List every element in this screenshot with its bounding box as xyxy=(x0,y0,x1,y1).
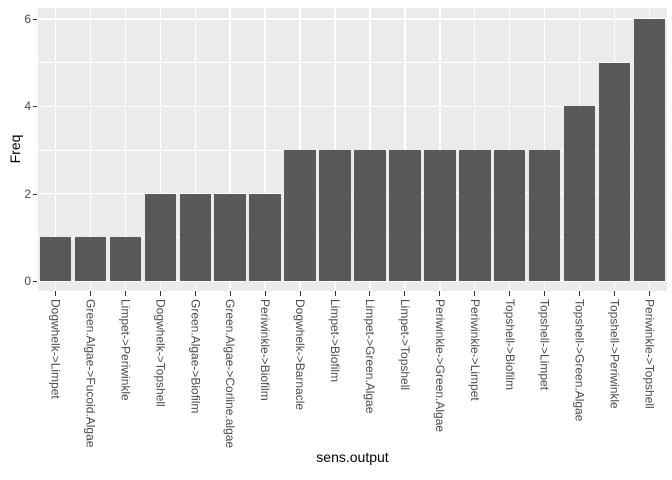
bar xyxy=(284,150,316,281)
x-tick-label: Limpet->Topshell xyxy=(397,299,412,391)
gridline-vertical xyxy=(124,8,127,291)
x-tick-label: Periwinkle->Biofilm xyxy=(258,299,273,401)
x-tick-label: Dogwhelk->Barnacle xyxy=(293,299,308,411)
x-tick-mark xyxy=(89,291,91,296)
x-tick-label: Topshell->Limpet xyxy=(537,299,552,391)
x-tick-mark xyxy=(159,291,161,296)
x-tick-mark xyxy=(439,291,441,296)
x-tick-label: Limpet->Green.Algae xyxy=(362,299,377,414)
x-tick-label: Periwinkle->Topshell xyxy=(642,299,657,409)
plot-panel xyxy=(38,8,667,291)
x-tick-mark xyxy=(264,291,266,296)
x-tick-mark xyxy=(579,291,581,296)
y-tick-mark xyxy=(33,193,37,195)
bar xyxy=(633,19,666,281)
y-tick-mark xyxy=(33,281,37,282)
x-tick-mark xyxy=(649,291,651,296)
x-tick-mark xyxy=(509,291,511,296)
gridline-minor xyxy=(38,62,667,64)
x-tick-mark xyxy=(474,291,476,296)
x-tick-mark xyxy=(369,291,371,296)
gridline-vertical xyxy=(334,8,336,291)
x-tick-label: Periwinkle->Green.Algae xyxy=(432,299,447,433)
gridline-major xyxy=(38,280,667,282)
x-tick-mark xyxy=(614,291,616,296)
x-tick-mark xyxy=(194,291,196,296)
bar xyxy=(249,193,281,281)
x-tick-mark xyxy=(334,291,336,296)
bar xyxy=(214,193,246,281)
x-tick-label: Dogwhelk->Topshell xyxy=(153,299,168,407)
bar xyxy=(424,150,456,281)
y-tick-label: 6 xyxy=(24,12,31,26)
bar xyxy=(109,237,142,281)
x-tick-label: Dogwhelk->Limpet xyxy=(48,299,63,399)
gridline-minor xyxy=(38,149,667,151)
x-tick-label: Limpet->Biofilm xyxy=(328,299,343,383)
bar xyxy=(74,237,107,281)
x-tick-mark xyxy=(124,291,126,296)
x-tick-mark xyxy=(229,291,231,296)
bar xyxy=(179,193,211,281)
bar xyxy=(563,106,596,281)
y-tick-label: 4 xyxy=(24,99,31,114)
gridline-vertical xyxy=(369,8,371,291)
x-tick-label: Green.Algae->Fucoid.Algae xyxy=(83,299,98,448)
gridline-vertical xyxy=(439,8,441,291)
gridline-vertical xyxy=(299,8,301,291)
x-tick-mark xyxy=(299,291,301,296)
gridline-vertical xyxy=(264,8,266,291)
bar xyxy=(494,150,526,281)
gridline-minor xyxy=(38,236,667,238)
gridline-vertical xyxy=(404,8,406,291)
bar xyxy=(319,150,351,281)
bar xyxy=(528,150,561,281)
gridline-major xyxy=(38,105,667,108)
gridline-vertical xyxy=(159,8,161,291)
x-tick-mark xyxy=(54,291,56,296)
x-tick-label: Green.Algae->Biofilm xyxy=(188,299,203,414)
gridline-vertical xyxy=(474,8,476,291)
gridline-vertical xyxy=(509,8,511,291)
x-tick-label: Green.Algae->Corline.algae xyxy=(223,299,238,449)
bar xyxy=(389,150,421,281)
gridline-vertical xyxy=(543,8,546,291)
bar xyxy=(598,62,631,281)
x-tick-label: Topshell->Biofilm xyxy=(502,299,517,391)
y-tick-label: 0 xyxy=(24,274,31,288)
x-tick-label: Periwinkle->Limpet xyxy=(467,299,482,401)
gridline-major xyxy=(38,192,667,195)
x-tick-mark xyxy=(404,291,406,296)
bar xyxy=(459,150,491,281)
x-tick-label: Topshell->Green.Algae xyxy=(572,299,587,422)
y-tick-mark xyxy=(33,106,37,108)
x-tick-mark xyxy=(544,291,546,296)
gridline-vertical xyxy=(54,8,57,291)
x-axis-title: sens.output xyxy=(316,449,389,465)
gridline-vertical xyxy=(229,8,231,291)
gridline-major xyxy=(38,18,667,20)
bar xyxy=(144,193,177,281)
x-tick-label: Limpet->Periwinkle xyxy=(118,299,133,401)
x-tick-label: Topshell->Periwinkle xyxy=(607,299,622,409)
gridline-vertical xyxy=(89,8,92,291)
y-tick-mark xyxy=(33,19,37,20)
bar xyxy=(354,150,386,281)
gridline-vertical xyxy=(194,8,196,291)
y-tick-label: 2 xyxy=(24,186,31,201)
y-axis-title: Freq xyxy=(7,134,23,164)
bar xyxy=(39,237,72,281)
